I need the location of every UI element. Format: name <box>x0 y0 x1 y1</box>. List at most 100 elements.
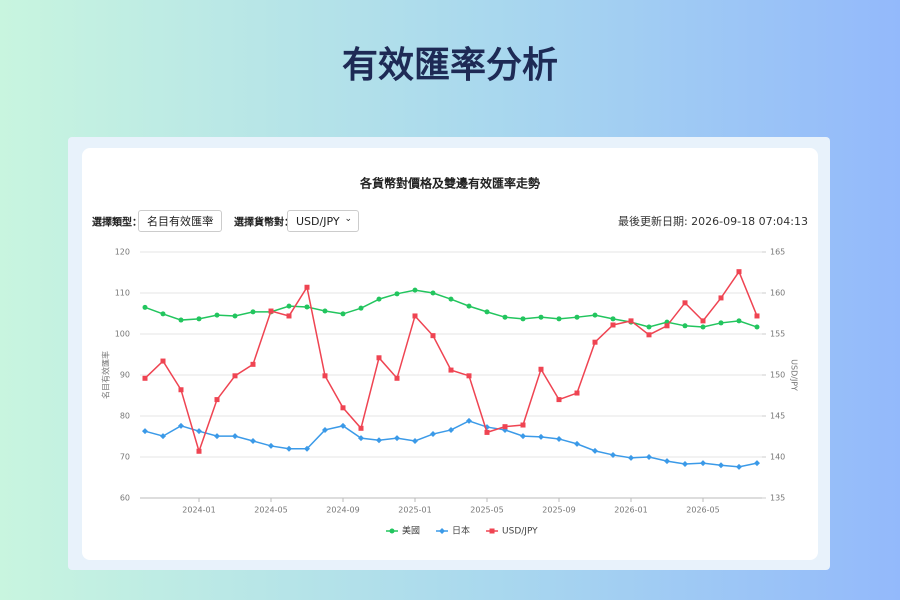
y2-tick-label: 155 <box>770 330 785 339</box>
y-tick-label: 70 <box>120 453 130 462</box>
card: 選擇類型： 名目有效匯率 選擇貨幣對： USD/JPY 最後更新日期: 2026… <box>82 148 818 560</box>
legend-label: 美國 <box>402 525 420 537</box>
marker <box>358 435 364 442</box>
heading: 有效匯率分析 <box>341 45 558 86</box>
marker <box>448 367 454 373</box>
marker <box>322 308 328 314</box>
marker <box>646 332 652 338</box>
marker <box>592 339 598 345</box>
pair-label: 選擇貨幣對： <box>234 217 294 229</box>
x-tick-label: 2026-05 <box>686 506 719 515</box>
x-tick-label: 2025-09 <box>542 506 575 515</box>
marker <box>178 387 184 393</box>
marker <box>520 316 526 322</box>
type-select[interactable]: 名目有效匯率 <box>138 208 222 232</box>
marker <box>520 422 526 428</box>
marker <box>754 324 760 330</box>
marker <box>664 458 670 465</box>
marker <box>394 375 400 381</box>
marker <box>304 304 310 310</box>
marker <box>574 390 580 396</box>
marker <box>196 448 202 454</box>
marker <box>538 314 544 320</box>
marker <box>376 296 382 302</box>
marker <box>718 320 724 326</box>
marker <box>466 417 472 424</box>
marker <box>250 309 256 315</box>
marker <box>754 313 760 319</box>
marker <box>448 426 454 433</box>
marker <box>718 295 724 301</box>
marker <box>214 397 220 403</box>
marker <box>394 291 400 297</box>
marker <box>304 445 310 452</box>
marker <box>556 316 562 322</box>
marker <box>520 433 526 440</box>
marker <box>610 322 616 328</box>
marker <box>466 373 472 379</box>
marker <box>250 438 256 445</box>
marker <box>376 437 382 444</box>
pair-select[interactable]: USD/JPY <box>287 208 359 232</box>
marker <box>430 290 436 296</box>
marker <box>700 318 706 324</box>
marker <box>214 312 220 318</box>
marker <box>754 460 760 467</box>
marker <box>322 373 328 379</box>
marker <box>610 451 616 458</box>
y-tick-label: 110 <box>115 289 130 298</box>
y-tick-label: 100 <box>115 330 130 339</box>
marker <box>718 462 724 469</box>
marker <box>448 296 454 302</box>
panel: 選擇類型： 名目有效匯率 選擇貨幣對： USD/JPY 最後更新日期: 2026… <box>68 137 830 570</box>
updated: 最後更新日期: 2026-09-18 07:04:13 <box>617 215 808 228</box>
marker <box>268 442 274 449</box>
y-tick-label: 60 <box>120 494 130 503</box>
marker <box>646 454 652 460</box>
marker <box>250 361 256 367</box>
marker <box>574 440 580 447</box>
x-tick-label: 2024-05 <box>254 506 287 515</box>
marker <box>142 304 148 310</box>
marker <box>286 313 292 319</box>
marker <box>196 428 202 435</box>
marker <box>628 318 634 324</box>
x-tick-label: 2024-09 <box>326 506 359 515</box>
marker <box>142 428 148 435</box>
marker <box>160 311 166 317</box>
marker <box>178 422 184 429</box>
marker <box>430 333 436 339</box>
y-tick-label: 120 <box>115 248 130 257</box>
marker <box>736 318 742 324</box>
marker <box>376 355 382 361</box>
marker <box>412 313 418 319</box>
marker <box>700 324 706 330</box>
marker <box>389 528 395 534</box>
marker <box>489 528 495 534</box>
marker <box>232 433 238 440</box>
marker <box>466 303 472 309</box>
x-tick-label: 2024-01 <box>182 506 215 515</box>
marker <box>574 314 580 320</box>
marker <box>592 312 598 318</box>
marker <box>358 425 364 431</box>
marker <box>538 366 544 372</box>
marker <box>430 431 436 438</box>
marker <box>682 323 688 329</box>
y2-tick-label: 135 <box>770 494 785 503</box>
marker <box>646 324 652 330</box>
type-label: 選擇類型： <box>92 217 142 229</box>
marker <box>286 303 292 309</box>
x-tick-label: 2025-05 <box>470 506 503 515</box>
y-tick-label: 80 <box>120 412 130 421</box>
legend-label: 日本 <box>452 525 470 537</box>
x-tick-label: 2025-01 <box>398 506 431 515</box>
marker <box>358 305 364 311</box>
marker <box>664 323 670 329</box>
y2-tick-label: 150 <box>770 371 785 380</box>
marker <box>412 438 418 445</box>
marker <box>592 447 598 454</box>
marker <box>610 316 616 322</box>
